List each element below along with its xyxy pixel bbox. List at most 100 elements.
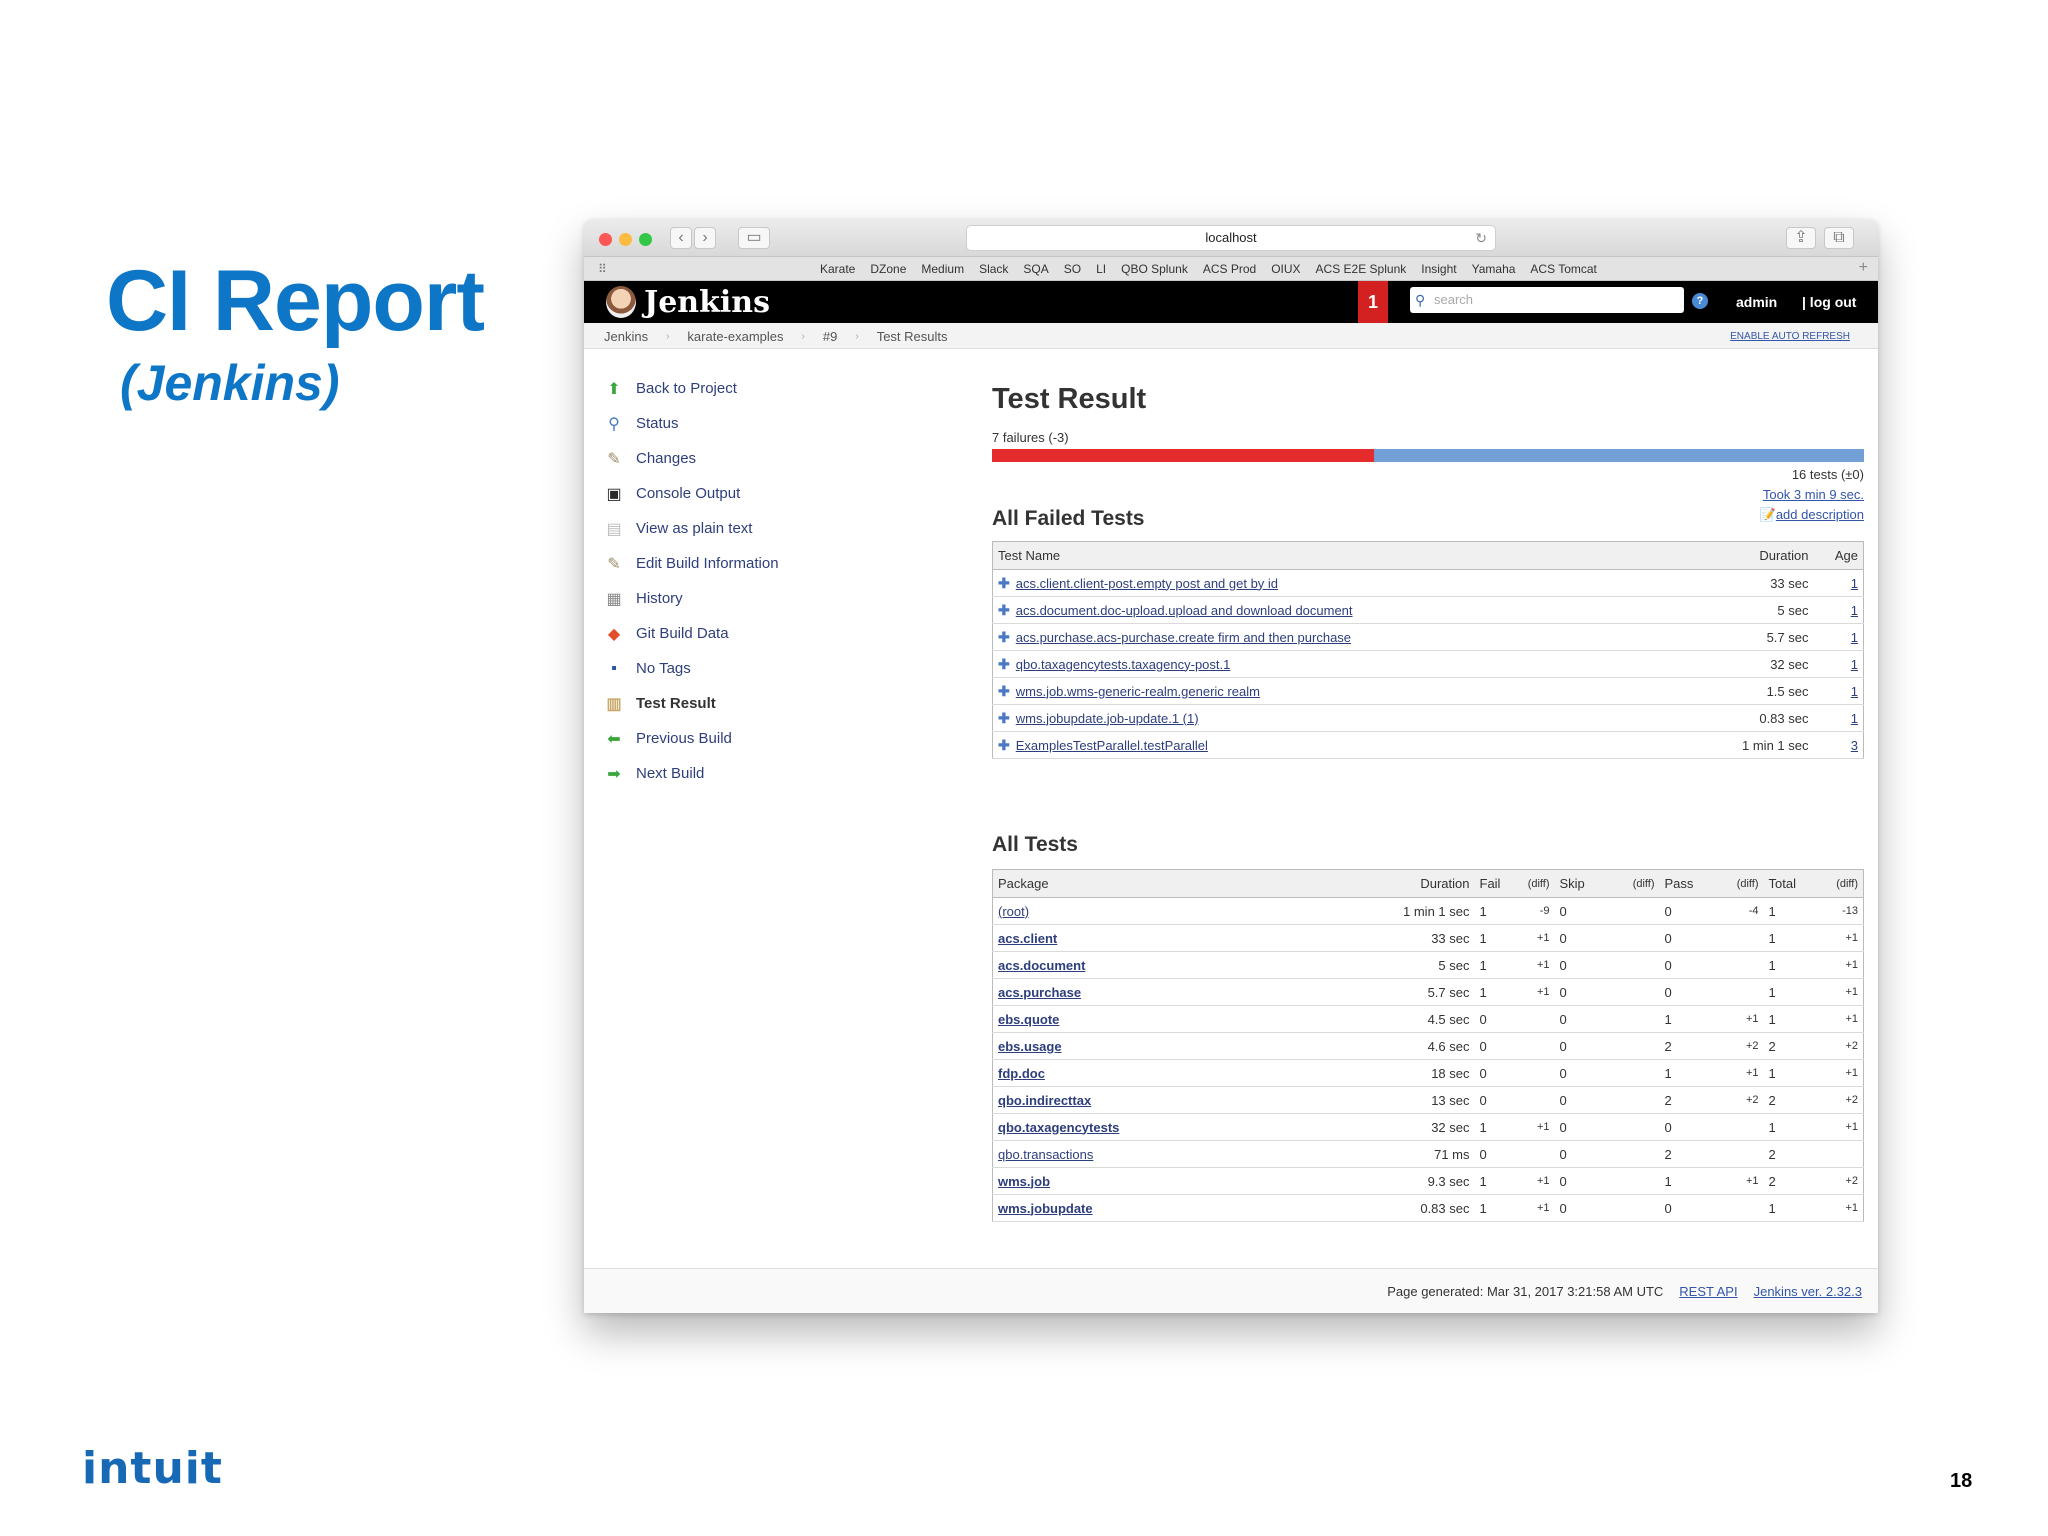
test-name-link[interactable]: acs.client.client-post.empty post and ge… xyxy=(1015,575,1279,591)
age-link[interactable]: 1 xyxy=(1850,575,1858,591)
age-link[interactable]: 1 xyxy=(1850,710,1858,726)
share-icon[interactable]: ⇪ xyxy=(1786,227,1816,249)
age-link[interactable]: 3 xyxy=(1850,737,1858,753)
user-link[interactable]: admin xyxy=(1736,294,1778,310)
total-diff-header[interactable]: (diff) xyxy=(1823,869,1864,898)
sidebar-item[interactable]: ◆ Git Build Data xyxy=(602,616,902,651)
sidebar-item[interactable]: ▦ History xyxy=(602,581,902,616)
package-link[interactable]: qbo.indirecttax xyxy=(998,1092,1092,1108)
sidebar-toggle-icon[interactable]: ▭ xyxy=(738,227,770,249)
bookmark-item[interactable]: QBO Splunk xyxy=(1121,262,1188,276)
enable-auto-refresh-link[interactable]: ENABLE AUTO REFRESH xyxy=(1730,331,1850,342)
sidebar-item[interactable]: ⚲ Status xyxy=(602,406,902,441)
grid-icon[interactable]: ⠿ xyxy=(598,262,607,276)
bookmark-item[interactable]: ACS Prod xyxy=(1202,262,1257,276)
bookmark-item[interactable]: SO xyxy=(1063,262,1082,276)
test-name-link[interactable]: wms.job.wms-generic-realm.generic realm xyxy=(1015,683,1260,699)
package-link[interactable]: (root) xyxy=(998,903,1030,919)
package-link[interactable]: ebs.usage xyxy=(998,1038,1062,1054)
expand-icon[interactable]: ✚ xyxy=(998,736,1010,753)
package-link[interactable]: wms.jobupdate xyxy=(998,1200,1093,1216)
jenkins-logo-text[interactable]: Jenkins xyxy=(644,285,770,320)
sidebar-item[interactable]: ✎ Edit Build Information xyxy=(602,546,902,581)
sidebar-item[interactable]: ▤ View as plain text xyxy=(602,511,902,546)
expand-icon[interactable]: ✚ xyxy=(998,655,1010,672)
bookmark-item[interactable]: ACS E2E Splunk xyxy=(1315,262,1407,276)
fail-diff-header[interactable]: (diff) xyxy=(1514,869,1555,898)
pass-diff-header[interactable]: (diff) xyxy=(1721,869,1764,898)
notification-badge[interactable]: 1 xyxy=(1358,281,1388,323)
duration-header[interactable]: Duration xyxy=(1369,869,1475,898)
test-name-link[interactable]: qbo.taxagencytests.taxagency-post.1 xyxy=(1015,656,1231,672)
bookmark-item[interactable]: Yamaha xyxy=(1471,262,1516,276)
duration-link[interactable]: Took 3 min 9 sec. xyxy=(1762,487,1864,502)
duration-header[interactable]: Duration xyxy=(1723,541,1814,570)
add-description-link[interactable]: add description xyxy=(1775,507,1864,522)
sidebar-item[interactable]: ⬆ Back to Project xyxy=(602,371,902,406)
bookmark-item[interactable]: SQA xyxy=(1023,262,1049,276)
breadcrumb-item[interactable]: #9 xyxy=(822,329,838,344)
fail-header[interactable]: Fail xyxy=(1474,869,1515,898)
sidebar-item[interactable]: ▪ No Tags xyxy=(602,651,902,686)
package-link[interactable]: fdp.doc xyxy=(998,1065,1045,1081)
test-name-link[interactable]: acs.purchase.acs-purchase.create firm an… xyxy=(1015,629,1352,645)
reload-icon[interactable]: ↻ xyxy=(1475,230,1487,246)
breadcrumb-item[interactable]: karate-examples xyxy=(687,329,784,344)
rest-api-link[interactable]: REST API xyxy=(1679,1284,1738,1299)
skip-header[interactable]: Skip xyxy=(1554,869,1618,898)
sidebar-item[interactable]: ⬅ Previous Build xyxy=(602,721,902,756)
test-name-link[interactable]: wms.jobupdate.job-update.1 (1) xyxy=(1015,710,1199,726)
bookmark-item[interactable]: LI xyxy=(1096,262,1107,276)
skip-diff-header[interactable]: (diff) xyxy=(1617,869,1660,898)
bookmark-item[interactable]: Slack xyxy=(979,262,1009,276)
expand-icon[interactable]: ✚ xyxy=(998,601,1010,618)
bookmark-item[interactable]: Medium xyxy=(921,262,965,276)
logout-link[interactable]: | log out xyxy=(1802,294,1857,310)
address-bar[interactable]: localhost ↻ xyxy=(966,225,1496,251)
sidebar-item[interactable]: ➡ Next Build xyxy=(602,756,902,791)
age-link[interactable]: 1 xyxy=(1850,629,1858,645)
bookmark-item[interactable]: Karate xyxy=(820,262,856,276)
package-link[interactable]: acs.document xyxy=(998,957,1086,973)
expand-icon[interactable]: ✚ xyxy=(998,682,1010,699)
bookmark-item[interactable]: ACS Tomcat xyxy=(1530,262,1597,276)
age-link[interactable]: 1 xyxy=(1850,656,1858,672)
jenkins-version-link[interactable]: Jenkins ver. 2.32.3 xyxy=(1753,1284,1862,1299)
total-header[interactable]: Total xyxy=(1763,869,1824,898)
sidebar-item[interactable]: ▥ Test Result xyxy=(602,686,902,721)
add-tab-icon[interactable]: + xyxy=(1858,259,1868,276)
bookmark-item[interactable]: DZone xyxy=(870,262,907,276)
package-link[interactable]: qbo.transactions xyxy=(998,1146,1094,1162)
package-link[interactable]: wms.job xyxy=(998,1173,1051,1189)
minimize-window-button[interactable] xyxy=(619,233,632,246)
expand-icon[interactable]: ✚ xyxy=(998,574,1010,591)
sidebar-item[interactable]: ✎ Changes xyxy=(602,441,902,476)
back-icon[interactable]: ‹ xyxy=(670,227,692,249)
sidebar-item[interactable]: ▣ Console Output xyxy=(602,476,902,511)
forward-icon[interactable]: › xyxy=(694,227,716,249)
age-link[interactable]: 1 xyxy=(1850,683,1858,699)
test-name-header[interactable]: Test Name xyxy=(992,541,1724,570)
package-link[interactable]: acs.client xyxy=(998,930,1058,946)
package-link[interactable]: acs.purchase xyxy=(998,984,1082,1000)
package-link[interactable]: ebs.quote xyxy=(998,1011,1060,1027)
bookmark-item[interactable]: Insight xyxy=(1421,262,1457,276)
tabs-icon[interactable]: ⧉ xyxy=(1824,227,1854,249)
package-header[interactable]: Package xyxy=(992,869,1370,898)
expand-icon[interactable]: ✚ xyxy=(998,628,1010,645)
age-header[interactable]: Age xyxy=(1813,541,1864,570)
test-name-link[interactable]: ExamplesTestParallel.testParallel xyxy=(1015,737,1208,753)
bookmark-item[interactable]: OIUX xyxy=(1271,262,1301,276)
pass-header[interactable]: Pass xyxy=(1659,869,1722,898)
age-link[interactable]: 1 xyxy=(1850,602,1858,618)
help-icon[interactable]: ? xyxy=(1692,293,1708,309)
expand-icon[interactable]: ✚ xyxy=(998,709,1010,726)
breadcrumb-item[interactable]: Test Results xyxy=(876,329,948,344)
search-input[interactable]: ⚲ search xyxy=(1410,287,1684,313)
bookmark-list: Karate DZone Medium Slack SQA SO LI QBO Splunk A… xyxy=(820,262,1597,276)
package-link[interactable]: qbo.taxagencytests xyxy=(998,1119,1120,1135)
test-name-link[interactable]: acs.document.doc-upload.upload and downl… xyxy=(1015,602,1353,618)
close-window-button[interactable] xyxy=(599,233,612,246)
maximize-window-button[interactable] xyxy=(639,233,652,246)
breadcrumb-item[interactable]: Jenkins xyxy=(604,329,649,344)
